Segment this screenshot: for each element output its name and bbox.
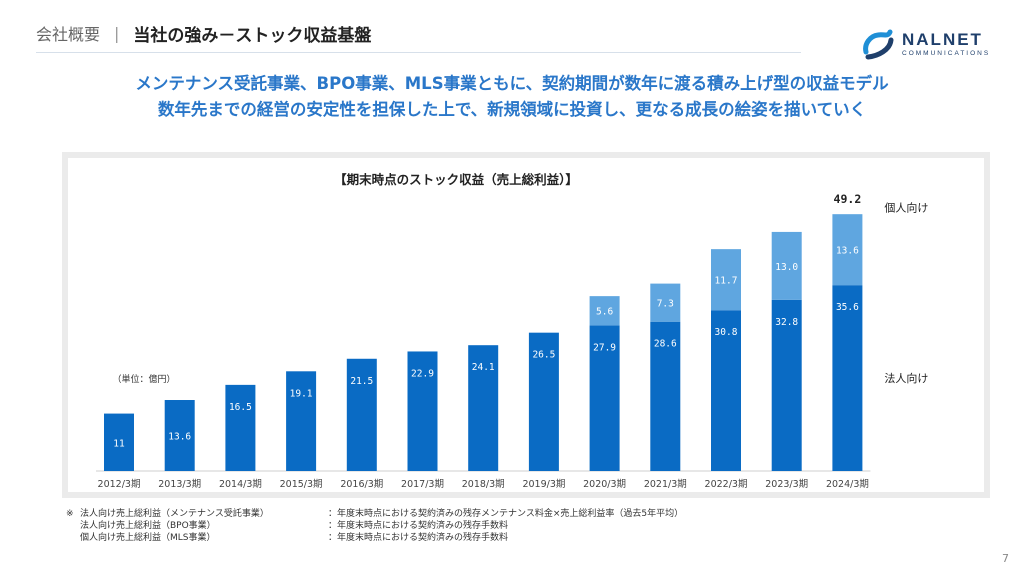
x-tick-label: 2012/3期 xyxy=(98,479,141,490)
data-label-corporate: 19.1 xyxy=(290,388,313,399)
bar-segment-corporate xyxy=(468,345,499,471)
section-label: 会社概要 xyxy=(36,25,101,44)
x-tick-label: 2015/3期 xyxy=(280,479,323,490)
data-label-corporate: 28.6 xyxy=(654,339,677,350)
bar-segment-corporate xyxy=(589,325,620,471)
data-label-corporate: 24.1 xyxy=(472,362,495,373)
x-tick-label: 2024/3期 xyxy=(826,479,869,490)
bar-segment-corporate xyxy=(346,358,377,471)
x-tick-label: 2019/3期 xyxy=(522,479,565,490)
logo-wordmark: NALNET xyxy=(902,30,983,49)
bar-segment-corporate xyxy=(711,310,741,471)
footnote-desc: ：年度末時点における契約済みの残存手数料 xyxy=(328,521,509,531)
chart-title: 【期末時点のストック収益（売上総利益）】 xyxy=(334,172,578,187)
data-label-individual: 5.6 xyxy=(596,307,613,318)
footnote-row: 個人向け売上総利益（MLS事業） ：年度末時点における契約済みの残存手数料 xyxy=(66,532,683,544)
x-tick-label: 2016/3期 xyxy=(340,479,383,490)
legend-corporate: 法人向け xyxy=(884,371,928,385)
bar-segment-individual xyxy=(711,249,741,311)
bar-segment-individual xyxy=(589,296,620,326)
bar-segment-individual xyxy=(771,231,802,300)
headline-line-1: メンテナンス受託事業、BPO事業、MLS事業ともに、契約期間が数年に渡る積み上げ… xyxy=(135,74,889,93)
logo-subtitle: COMMUNICATIONS xyxy=(902,50,991,57)
footnote-desc: ：年度末時点における契約済みの残存メンテナンス料金×売上総利益率（過去5年平均） xyxy=(328,509,684,519)
bar-segment-corporate xyxy=(225,384,256,471)
x-tick-label: 2020/3期 xyxy=(583,479,626,490)
slide-header: 会社概要 | 当社の強み－ストック収益基盤 xyxy=(36,20,371,46)
headline-line-2: 数年先までの経営の安定性を担保した上で、新規領域に投資し、更なる成長の絵姿を描い… xyxy=(157,100,867,119)
data-label-corporate: 22.9 xyxy=(411,368,434,379)
data-label-individual: 11.7 xyxy=(715,276,738,287)
footnote-label: 個人向け売上総利益（MLS事業） xyxy=(80,533,216,543)
footnote-mark: ※ xyxy=(66,509,74,519)
header-divider xyxy=(36,52,801,53)
data-label-corporate: 13.6 xyxy=(168,432,191,443)
x-tick-label: 2017/3期 xyxy=(401,479,444,490)
bar-segment-corporate xyxy=(832,285,863,471)
bar-segment-corporate xyxy=(104,413,134,471)
bar-segment-individual xyxy=(832,214,863,286)
data-label-individual: 13.0 xyxy=(775,262,798,273)
bar-segment-corporate xyxy=(164,400,195,471)
bar-segment-corporate xyxy=(286,371,317,471)
company-logo: NALNET COMMUNICATIONS xyxy=(860,28,1010,60)
data-label-corporate: 35.6 xyxy=(836,302,859,313)
x-tick-label: 2022/3期 xyxy=(705,479,748,490)
bar-segment-corporate xyxy=(528,332,559,471)
footnote-row: ※ 法人向け売上総利益（メンテナンス受託事業） ：年度末時点における契約済みの残… xyxy=(66,508,683,520)
x-tick-label: 2018/3期 xyxy=(462,479,505,490)
footnote-row: 法人向け売上総利益（BPO事業） ：年度末時点における契約済みの残存手数料 xyxy=(66,520,683,532)
data-label-corporate: 11 xyxy=(113,438,125,449)
data-label-corporate: 21.5 xyxy=(350,376,373,387)
page-number: 7 xyxy=(1002,552,1009,565)
data-label-individual: 7.3 xyxy=(657,299,674,310)
data-label-corporate: 16.5 xyxy=(229,402,252,413)
bar-segment-corporate xyxy=(407,351,438,471)
stock-revenue-chart: 【期末時点のストック収益（売上総利益）】 （単位：億円） 11 2012/3期 13.6… xyxy=(96,172,928,490)
chart-area: 【期末時点のストック収益（売上総利益）】 （単位：億円） 11 2012/3期 13.6… xyxy=(68,158,984,492)
total-label: 49.2 xyxy=(834,192,862,206)
unit-label: （単位：億円） xyxy=(112,373,175,385)
slide-title: 当社の強み－ストック収益基盤 xyxy=(133,25,372,46)
bar-segment-corporate xyxy=(771,299,802,471)
header-separator: | xyxy=(114,23,120,43)
footnote-label: 法人向け売上総利益（BPO事業） xyxy=(80,521,216,531)
chart-panel: 【期末時点のストック収益（売上総利益）】 （単位：億円） 11 2012/3期 13.6… xyxy=(62,152,990,498)
x-tick-label: 2013/3期 xyxy=(158,479,201,490)
data-label-corporate: 26.5 xyxy=(532,350,555,361)
bar-segment-individual xyxy=(650,283,681,322)
footnote: ※ 法人向け売上総利益（メンテナンス受託事業） ：年度末時点における契約済みの残… xyxy=(66,508,683,544)
nalnet-logo-icon xyxy=(863,29,894,60)
data-label-individual: 13.6 xyxy=(836,246,859,257)
footnote-desc: ：年度末時点における契約済みの残存手数料 xyxy=(328,533,509,543)
data-label-corporate: 27.9 xyxy=(593,342,616,353)
data-label-corporate: 32.8 xyxy=(775,317,798,328)
x-tick-label: 2014/3期 xyxy=(219,479,262,490)
legend-individual: 個人向け xyxy=(884,201,928,215)
data-label-corporate: 30.8 xyxy=(715,327,738,338)
bar-segment-corporate xyxy=(650,321,681,471)
footnote-label: 法人向け売上総利益（メンテナンス受託事業） xyxy=(80,509,269,519)
x-tick-label: 2023/3期 xyxy=(765,479,808,490)
x-tick-label: 2021/3期 xyxy=(644,479,687,490)
